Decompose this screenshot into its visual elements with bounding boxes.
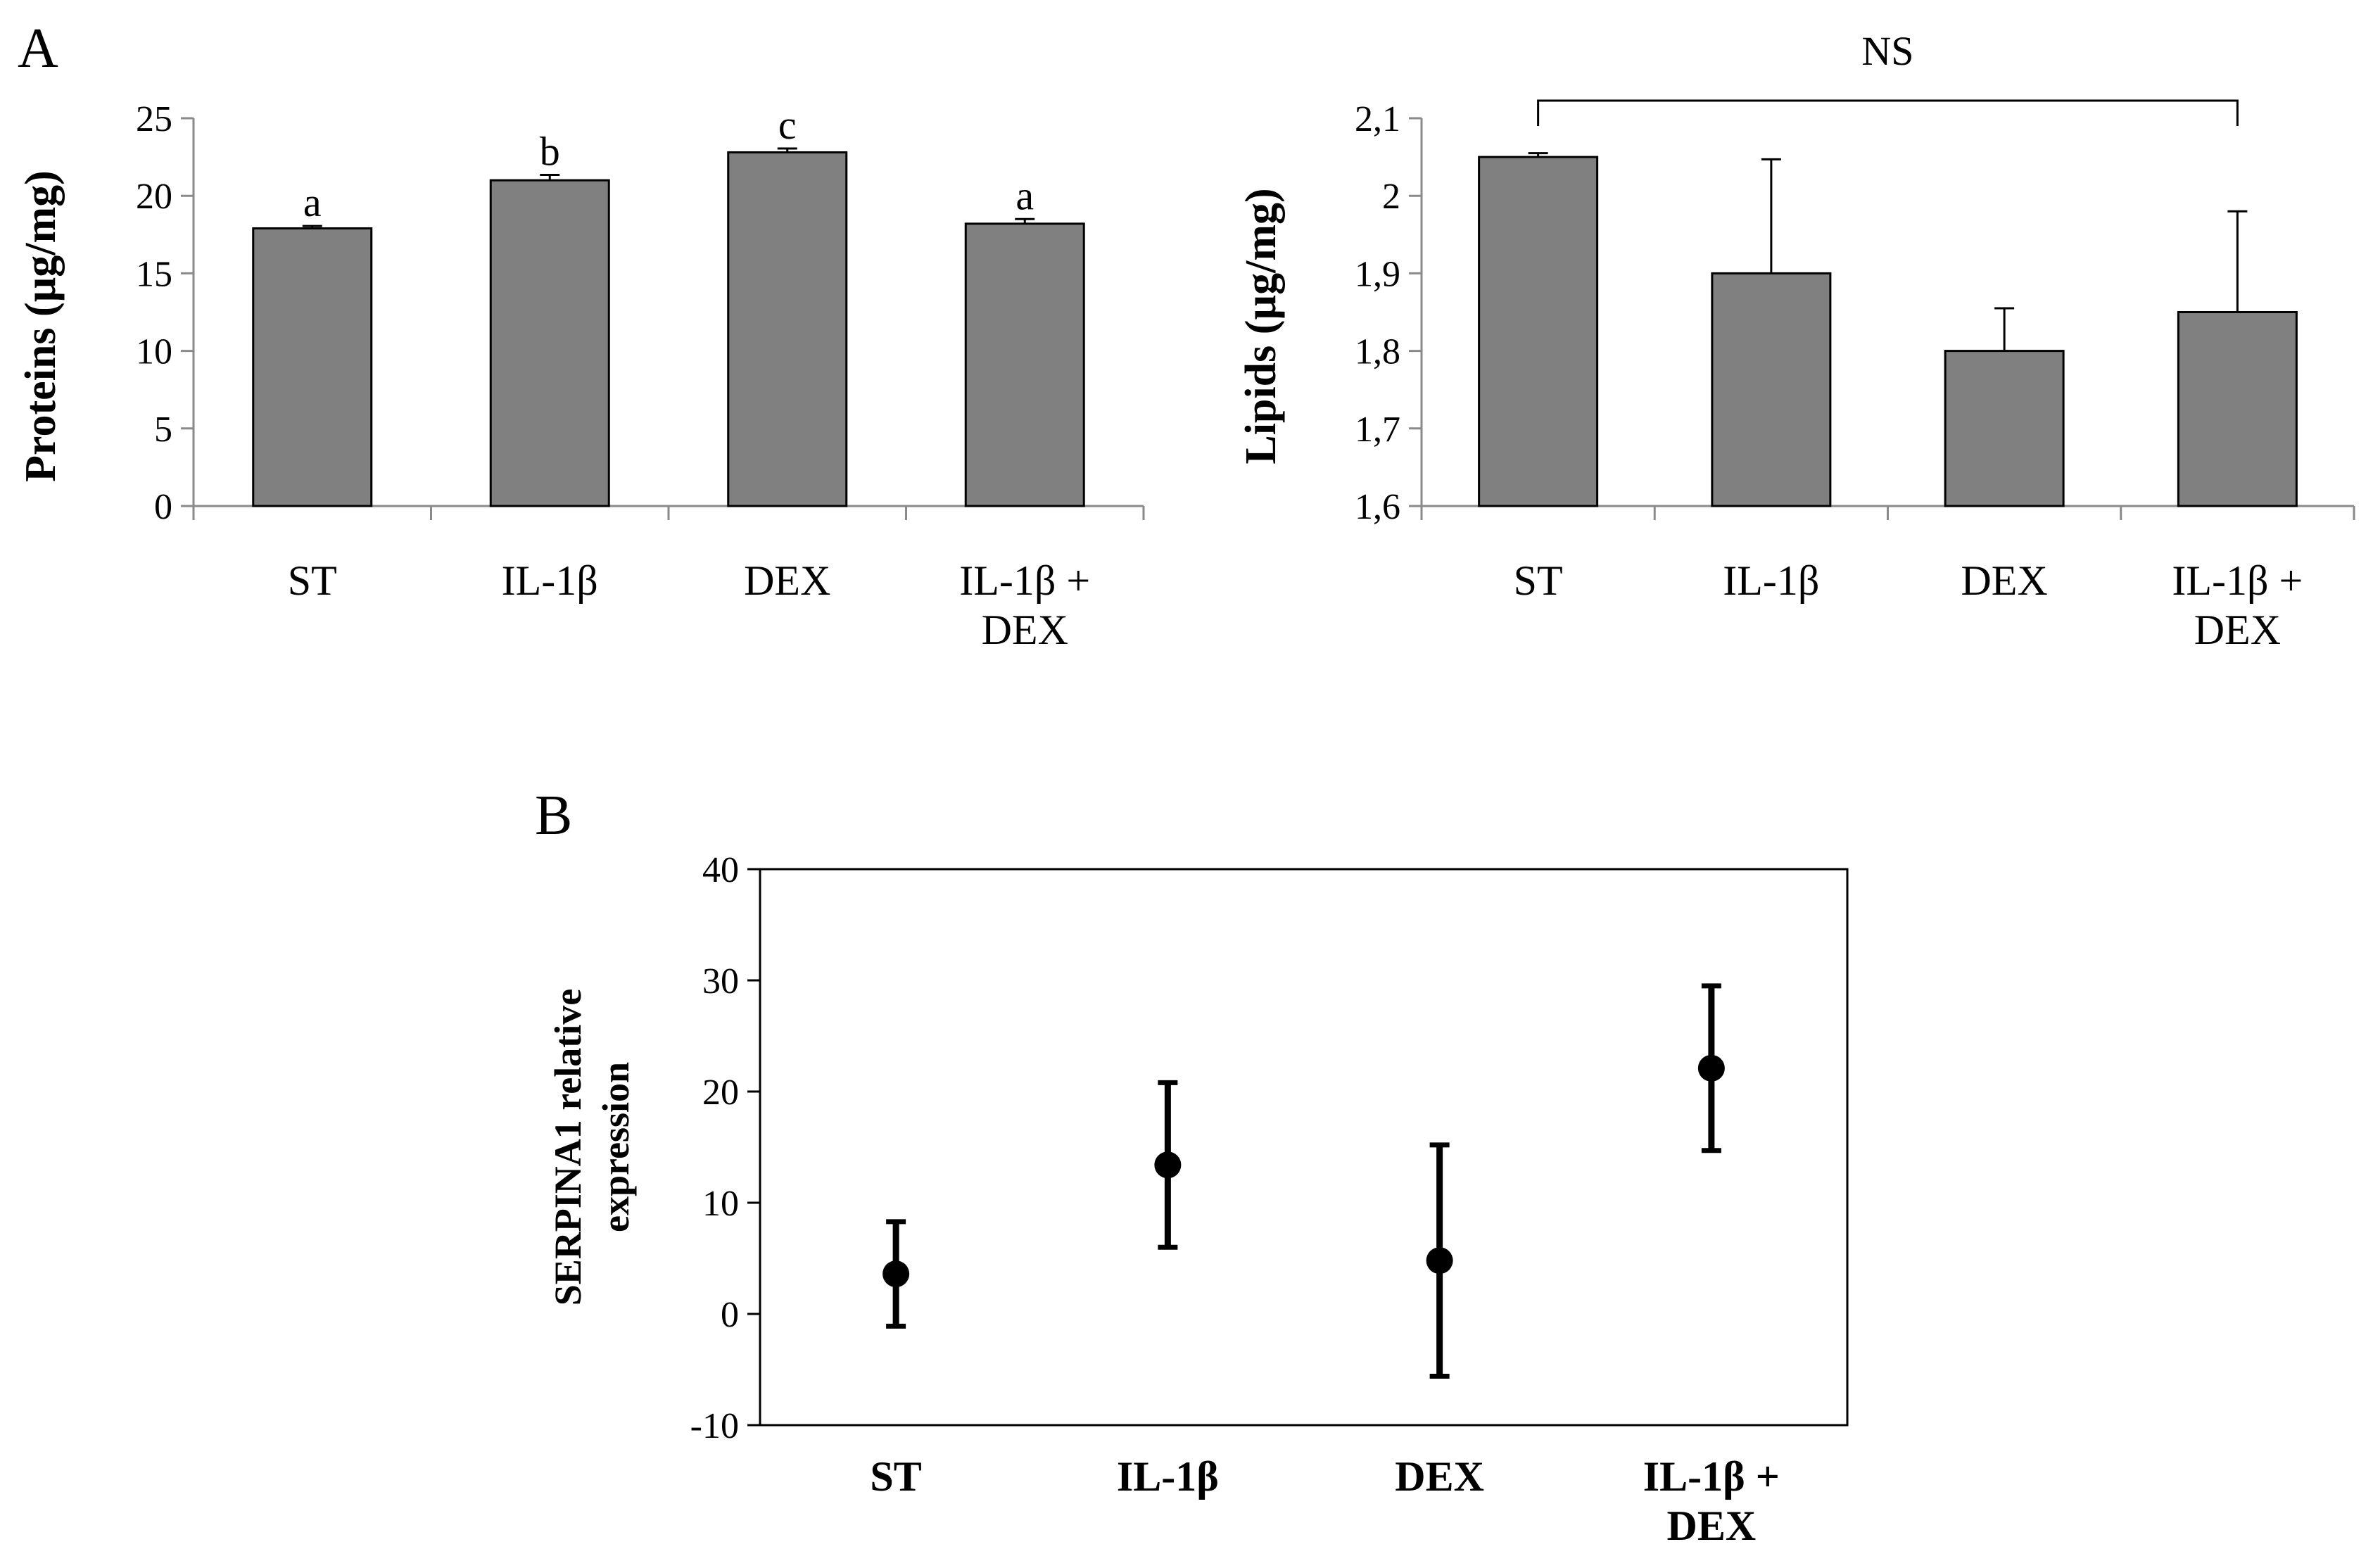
bar (489, 179, 610, 507)
y-tick-label: -10 (690, 1406, 739, 1446)
y-tick-label: 2,1 (1355, 99, 1400, 139)
y-tick-label: 15 (136, 254, 172, 294)
x-category-label: IL-1β + (959, 557, 1090, 604)
y-tick-label: 1,9 (1355, 254, 1400, 294)
y-axis-label: Proteins (µg/mg) (17, 170, 65, 482)
significance-label: NS (1861, 28, 1913, 74)
x-category-label: DEX (2194, 607, 2281, 653)
x-category-label: ST (1514, 557, 1563, 604)
data-point (1154, 1151, 1182, 1179)
bar (252, 227, 373, 507)
y-tick-label: 30 (702, 961, 739, 1001)
y-tick-label: 5 (154, 410, 172, 450)
x-category-label: IL-1β (1723, 557, 1819, 604)
x-category-label: ST (288, 557, 337, 604)
x-category-label: ST (870, 1453, 921, 1500)
x-category-label: DEX (1395, 1453, 1484, 1500)
data-point (882, 1260, 910, 1288)
panel-label-a: A (18, 18, 58, 80)
y-tick-label: 10 (702, 1184, 739, 1224)
x-category-label: IL-1β + (1643, 1453, 1780, 1500)
serpina1-scatter-chart: -10 0 10 20 30 40 SERPINA1 relative expression S… (547, 850, 1849, 1549)
y-tick-label: 0 (721, 1295, 739, 1335)
significance-letter: c (778, 102, 797, 148)
y-tick-label: 40 (702, 850, 739, 890)
lipids-bar-chart: 1,6 1,7 1,8 1,9 2 2,1 Lipids (µg/mg) ST IL-1β DEX… (1237, 28, 2355, 653)
y-tick-label: 0 (154, 487, 172, 527)
y-axis-label: SERPINA1 relative (547, 989, 589, 1305)
significance-letter: a (1015, 172, 1034, 218)
significance-letter: b (540, 128, 560, 174)
y-tick-label: 1,7 (1355, 410, 1400, 450)
data-point (1426, 1247, 1453, 1275)
bar (1711, 272, 1832, 507)
x-category-label: IL-1β + (2172, 557, 2303, 604)
bar (1478, 156, 1599, 507)
bar (964, 222, 1085, 507)
y-tick-label: 10 (136, 332, 172, 372)
y-tick-label: 1,6 (1355, 487, 1400, 527)
bar (727, 151, 848, 507)
bar (1944, 350, 2065, 507)
y-tick-label: 2 (1382, 177, 1400, 217)
data-point (1697, 1054, 1725, 1082)
x-category-label: DEX (982, 607, 1068, 653)
x-category-label: DEX (1961, 557, 2047, 604)
panel-label-b: B (535, 785, 572, 847)
x-category-label: IL-1β (1117, 1453, 1219, 1500)
x-category-label: DEX (744, 557, 830, 604)
significance-bracket (1537, 99, 2239, 126)
y-tick-label: 1,8 (1355, 332, 1400, 372)
y-axis-label: expression (595, 1062, 637, 1232)
significance-letter: a (303, 179, 322, 225)
y-tick-label: 20 (702, 1073, 739, 1113)
y-tick-label: 20 (136, 177, 172, 217)
x-category-label: DEX (1667, 1503, 1757, 1549)
x-category-label: IL-1β (502, 557, 598, 604)
y-tick-label: 25 (136, 99, 172, 139)
y-axis-label: Lipids (µg/mg) (1237, 188, 1285, 464)
plot-frame (759, 868, 1849, 1427)
bar (2177, 311, 2298, 507)
